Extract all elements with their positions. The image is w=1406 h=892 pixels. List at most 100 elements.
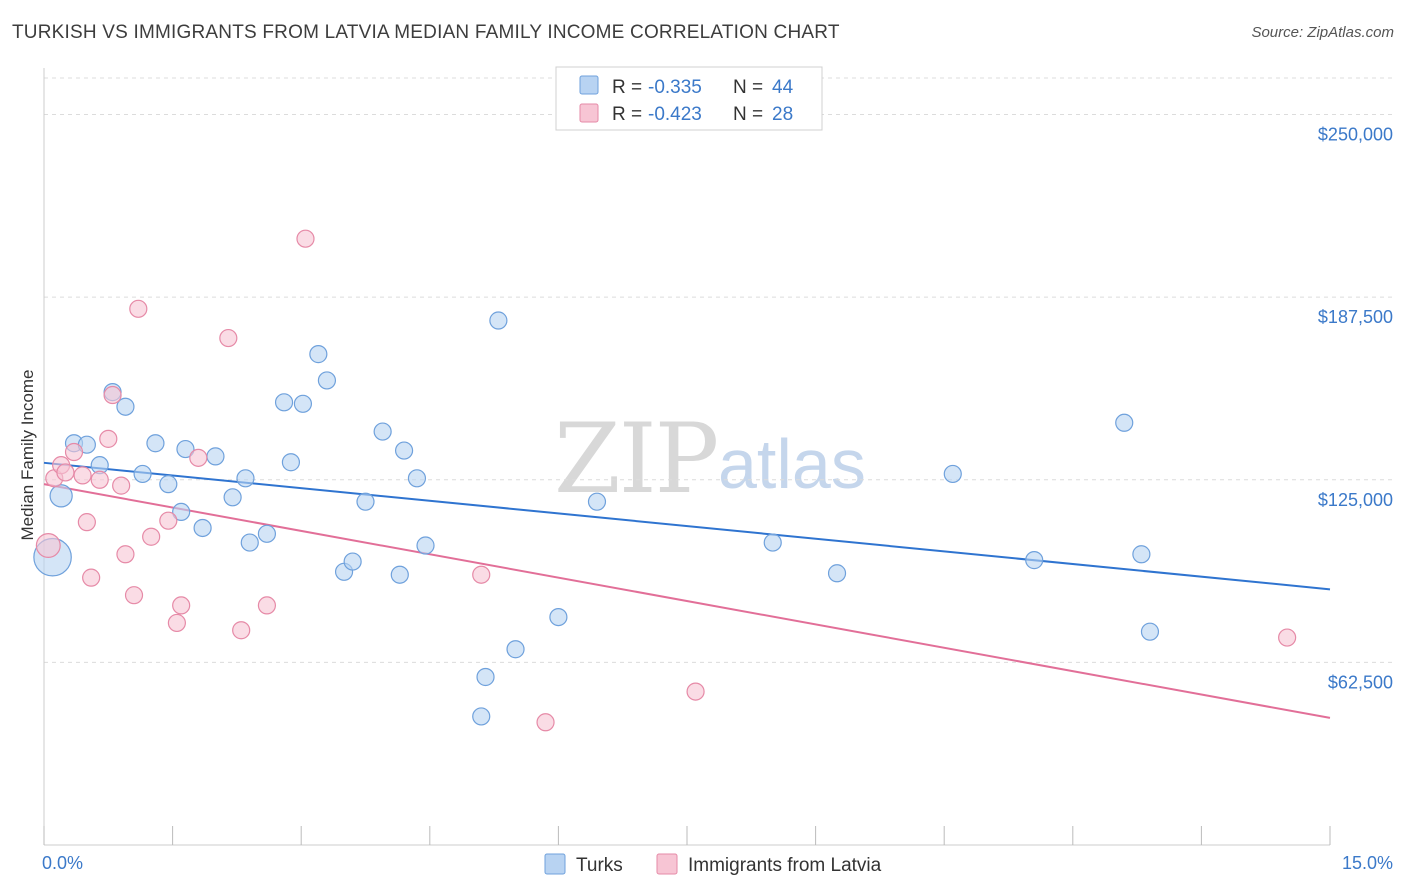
y-tick-label: $250,000 bbox=[1318, 125, 1393, 145]
latvia-point bbox=[189, 448, 208, 467]
latvia-point bbox=[536, 713, 555, 732]
turks-point bbox=[309, 345, 328, 364]
turks-point bbox=[489, 311, 508, 330]
latvia-point bbox=[142, 527, 161, 546]
correlation-legend: R = -0.335 N = 44 R = -0.423 N = 28 bbox=[555, 66, 823, 131]
turks-point bbox=[317, 371, 337, 390]
turks-point bbox=[1025, 551, 1044, 570]
turks-point bbox=[293, 394, 313, 413]
turks-point bbox=[1140, 622, 1160, 641]
legend-r-value-turks: -0.335 bbox=[648, 77, 702, 98]
turks-point bbox=[236, 469, 255, 488]
turks-point bbox=[116, 397, 135, 416]
turks-point bbox=[407, 469, 427, 488]
turks-point bbox=[356, 492, 375, 511]
latvia-point bbox=[124, 586, 144, 605]
trend-lines bbox=[43, 461, 1331, 719]
turks-point bbox=[373, 422, 392, 441]
y-tick-label: $62,500 bbox=[1328, 672, 1393, 692]
latvia-point bbox=[103, 385, 122, 405]
latvia-point bbox=[686, 682, 705, 701]
latvia-point bbox=[472, 565, 491, 584]
turks-point bbox=[390, 565, 409, 584]
latvia-point bbox=[56, 463, 75, 482]
latvia-point bbox=[167, 613, 186, 633]
latvia-point bbox=[129, 299, 148, 318]
turks-point bbox=[240, 533, 259, 552]
latvia-point bbox=[296, 229, 315, 248]
series-legend-swatch-turks bbox=[544, 853, 566, 875]
watermark-zip: ZIP bbox=[554, 403, 717, 515]
turks-point bbox=[133, 464, 152, 484]
tick-labels: $62,500 $125,000 $187,500 $250,000 0.0% 15.0% bbox=[42, 125, 1393, 873]
turks-point bbox=[416, 536, 435, 555]
turks-point bbox=[49, 484, 73, 508]
turks-point bbox=[343, 552, 362, 571]
latvia-point bbox=[116, 545, 135, 564]
series-legend-latvia: Immigrants from Latvia bbox=[688, 855, 882, 876]
turks-point bbox=[549, 607, 568, 627]
turks-point bbox=[146, 434, 165, 453]
watermark: ZIP atlas bbox=[554, 403, 866, 515]
legend-swatch-turks bbox=[579, 75, 599, 95]
latvia-point bbox=[99, 429, 118, 448]
legend-box bbox=[555, 66, 823, 131]
y-tick-label: $125,000 bbox=[1318, 490, 1393, 510]
turks-point bbox=[1115, 413, 1134, 432]
turks-point bbox=[506, 640, 525, 659]
turks-point bbox=[1132, 545, 1151, 564]
turks-point bbox=[394, 441, 414, 460]
turks-point bbox=[172, 502, 191, 522]
latvia-point bbox=[219, 328, 238, 348]
turks-point bbox=[943, 464, 962, 484]
legend-r-label: R = bbox=[612, 77, 642, 98]
turks-point bbox=[472, 707, 491, 726]
legend-swatch-latvia bbox=[579, 103, 599, 123]
latvia-point bbox=[35, 533, 61, 559]
series-legend-turks: Turks bbox=[576, 855, 623, 876]
turks-point bbox=[193, 518, 212, 538]
watermark-atlas: atlas bbox=[718, 425, 866, 503]
latvia-point bbox=[232, 621, 251, 640]
latvia-point bbox=[73, 466, 92, 485]
x-tick-label: 0.0% bbox=[42, 853, 83, 873]
latvia-point bbox=[82, 568, 101, 587]
y-axis-label: Median Family Income bbox=[18, 369, 37, 540]
legend-r-label: R = bbox=[612, 104, 642, 125]
turks-point bbox=[176, 439, 195, 459]
turks-point bbox=[257, 524, 277, 543]
turks-point bbox=[476, 667, 495, 687]
source-label: Source: ZipAtlas.com bbox=[1251, 24, 1394, 41]
latvia-point bbox=[112, 476, 131, 495]
axes bbox=[43, 68, 1331, 846]
turks-point bbox=[274, 393, 294, 412]
latvia-point bbox=[64, 442, 84, 462]
turks-point bbox=[206, 447, 225, 466]
latvia-point bbox=[172, 596, 191, 615]
series-legend-swatch-latvia bbox=[656, 853, 678, 875]
legend-n-label: N = bbox=[733, 104, 763, 125]
data-points bbox=[33, 229, 1297, 732]
turks-point bbox=[159, 475, 178, 494]
latvia-point bbox=[90, 470, 109, 489]
trend-line-turks bbox=[43, 461, 1331, 591]
series-legend: Turks Immigrants from Latvia bbox=[544, 853, 882, 876]
latvia-point bbox=[77, 513, 96, 532]
legend-n-label: N = bbox=[733, 77, 763, 98]
turks-point bbox=[223, 488, 242, 507]
trend-line-latvia bbox=[43, 483, 1331, 719]
latvia-point bbox=[159, 511, 178, 530]
legend-n-value-turks: 44 bbox=[772, 77, 794, 98]
legend-r-value-latvia: -0.423 bbox=[648, 104, 702, 125]
turks-point bbox=[281, 453, 301, 472]
x-tick-label: 15.0% bbox=[1342, 853, 1393, 873]
legend-n-value-latvia: 28 bbox=[772, 104, 793, 125]
turks-point bbox=[827, 564, 847, 583]
turks-point bbox=[763, 533, 782, 552]
chart-title: TURKISH VS IMMIGRANTS FROM LATVIA MEDIAN… bbox=[12, 22, 840, 43]
y-tick-label: $187,500 bbox=[1318, 307, 1393, 327]
latvia-point bbox=[257, 596, 277, 615]
latvia-point bbox=[1278, 628, 1297, 647]
turks-point bbox=[587, 492, 607, 511]
